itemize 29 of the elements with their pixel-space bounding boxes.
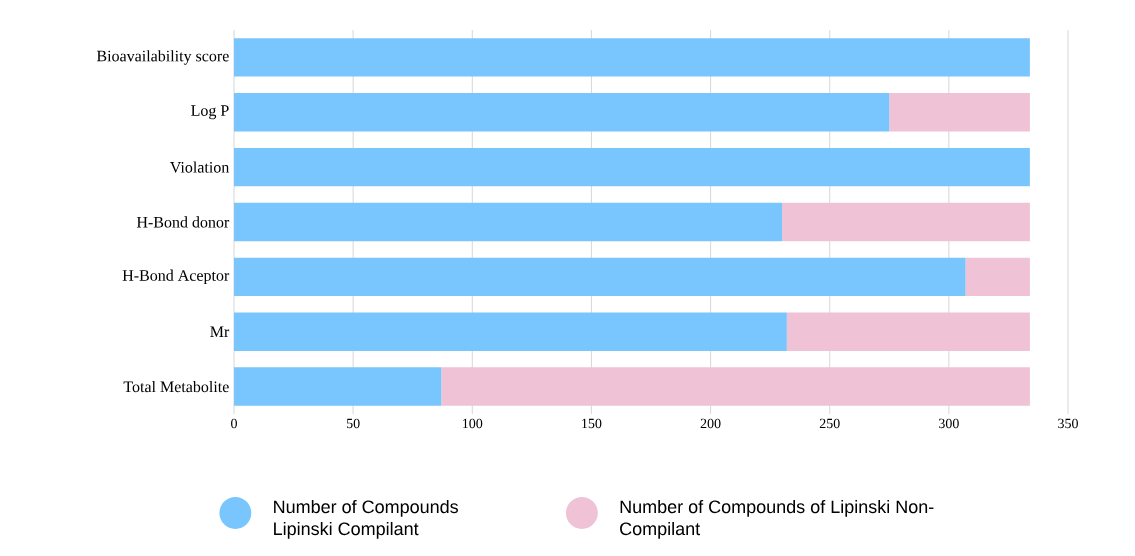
bar (782, 202, 1030, 242)
x-tick-label: 100 (463, 418, 483, 429)
x-tick-label: 150 (582, 418, 602, 429)
y-tick-label: Log P (191, 105, 229, 120)
y-tick-label: H-Bond Aceptor (122, 269, 230, 285)
x-tick-label: 200 (700, 418, 721, 429)
bar (234, 93, 890, 132)
legend-label: Number of Compounds of Lipinski Non- Compilant (620, 499, 934, 539)
bar (965, 257, 1030, 297)
bar (441, 367, 1030, 406)
bar (234, 38, 1030, 77)
x-tick-label: 50 (346, 418, 360, 429)
bar (234, 367, 442, 406)
bar (234, 257, 966, 297)
bar (234, 312, 787, 351)
y-tick-label: Total Metabolite (123, 380, 229, 393)
x-tick-label: 0 (231, 418, 237, 429)
bar (786, 312, 1030, 351)
y-tick-label: Mr (210, 326, 230, 337)
y-tick-label: Violation (170, 161, 230, 173)
bar (234, 147, 1030, 187)
x-tick-label: 250 (819, 418, 840, 429)
bar (889, 93, 1030, 132)
x-tick-label: 350 (1058, 418, 1078, 429)
y-tick-label: Bioavailability score (96, 50, 229, 65)
x-tick-label: 300 (939, 418, 959, 429)
legend-label: Number of Compounds Lipinski Compilant (274, 499, 459, 539)
bar (234, 202, 783, 242)
y-tick-label: H-Bond donor (136, 216, 230, 228)
